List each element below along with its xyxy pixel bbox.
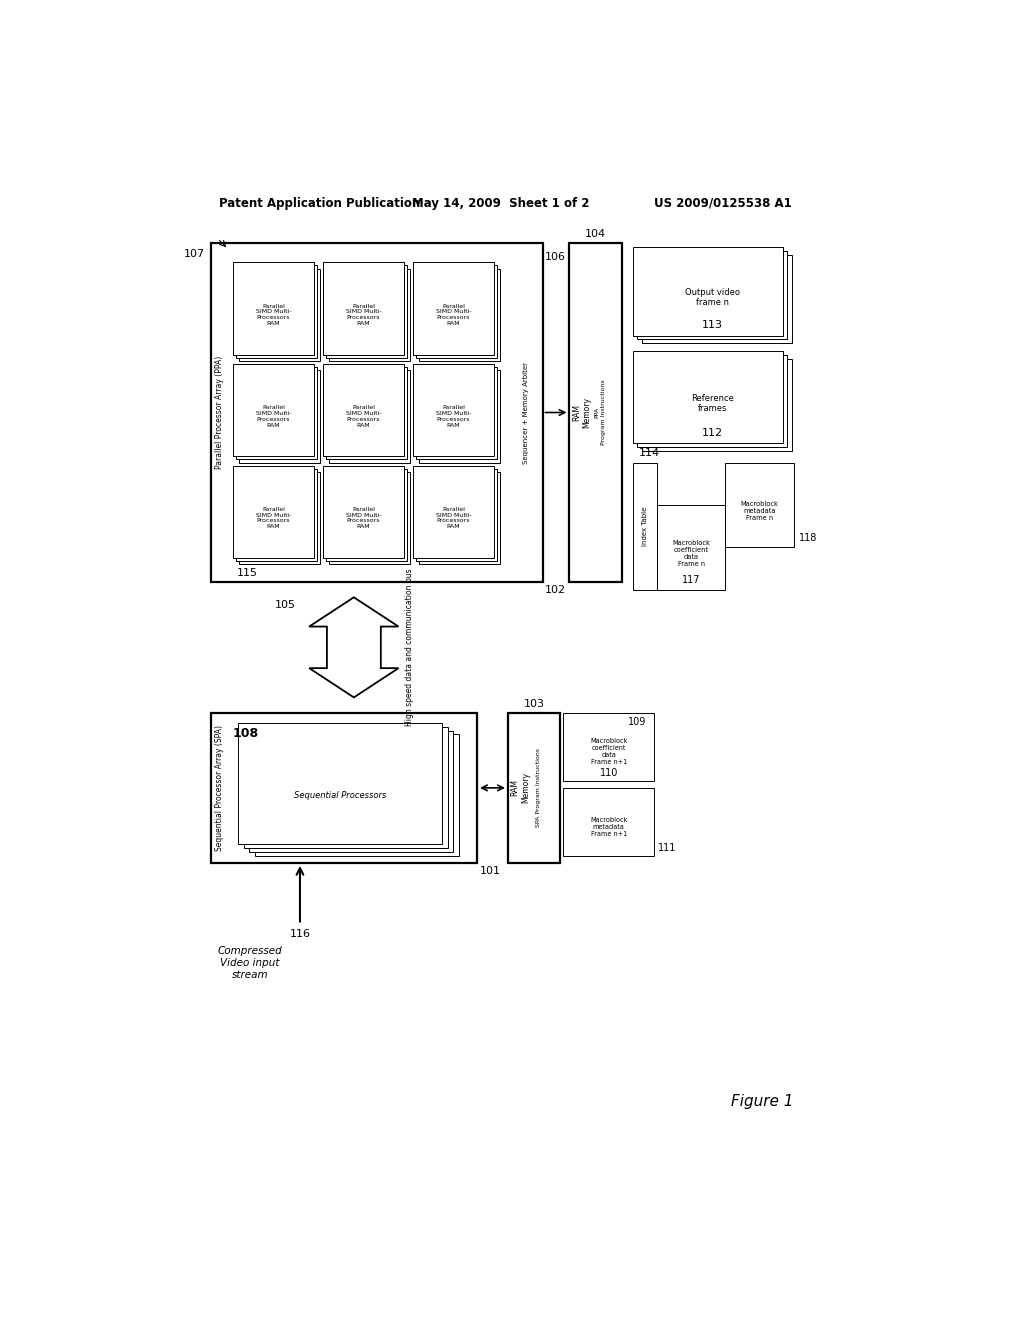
Bar (233, 466, 313, 558)
Text: RAM
Memory: RAM Memory (511, 772, 529, 804)
Bar (419, 268, 500, 360)
Text: 115: 115 (237, 568, 258, 578)
Text: 102: 102 (545, 585, 566, 594)
Text: Parallel Processor Array (PPA): Parallel Processor Array (PPA) (215, 356, 224, 469)
Text: Parallel
SIMD Multi-
Processors
RAM: Parallel SIMD Multi- Processors RAM (256, 405, 291, 428)
Text: Macroblock
coefficient
data
Frame n: Macroblock coefficient data Frame n (672, 540, 710, 566)
Text: 106: 106 (545, 252, 566, 261)
Text: 110: 110 (599, 768, 617, 777)
Text: Figure 1: Figure 1 (731, 1094, 794, 1109)
Text: 105: 105 (274, 601, 295, 610)
Bar (237, 265, 316, 358)
Text: 114: 114 (639, 449, 659, 458)
Bar (416, 367, 497, 459)
Bar (508, 713, 560, 863)
Text: 108: 108 (233, 727, 259, 741)
Text: Reference
frames: Reference frames (691, 393, 734, 413)
Bar (725, 462, 795, 548)
Bar (255, 734, 459, 857)
Polygon shape (309, 598, 398, 697)
Bar (326, 469, 407, 561)
Bar (323, 263, 403, 355)
Bar (330, 370, 410, 462)
Text: Macroblock
metadata
Frame n+1: Macroblock metadata Frame n+1 (590, 817, 628, 837)
Bar (563, 713, 654, 780)
Bar (249, 730, 454, 853)
Text: Parallel
SIMD Multi-
Processors
RAM: Parallel SIMD Multi- Processors RAM (346, 304, 381, 326)
Bar (563, 788, 654, 857)
Bar (642, 255, 792, 343)
Bar (240, 370, 319, 462)
Bar (211, 243, 543, 582)
Bar (330, 471, 410, 564)
Text: US 2009/0125538 A1: US 2009/0125538 A1 (654, 197, 792, 210)
Text: Macroblock
metadata
Frame n: Macroblock metadata Frame n (740, 502, 778, 521)
Text: 111: 111 (658, 843, 677, 853)
Bar (419, 370, 500, 462)
Bar (657, 506, 725, 590)
Text: May 14, 2009  Sheet 1 of 2: May 14, 2009 Sheet 1 of 2 (412, 197, 589, 210)
Text: Parallel
SIMD Multi-
Processors
RAM: Parallel SIMD Multi- Processors RAM (256, 507, 291, 529)
Bar (637, 251, 787, 339)
Text: Parallel
SIMD Multi-
Processors
RAM: Parallel SIMD Multi- Processors RAM (436, 405, 471, 428)
Text: 107: 107 (184, 249, 205, 259)
Bar (323, 466, 403, 558)
Text: Parallel
SIMD Multi-
Processors
RAM: Parallel SIMD Multi- Processors RAM (346, 507, 381, 529)
Text: Sequential Processor Array (SPA): Sequential Processor Array (SPA) (215, 725, 224, 851)
Bar (239, 723, 442, 845)
Bar (633, 247, 782, 335)
Bar (413, 263, 494, 355)
Text: RAM
Memory: RAM Memory (572, 397, 592, 428)
Bar (633, 462, 657, 590)
Bar (237, 469, 316, 561)
Text: 118: 118 (799, 533, 817, 543)
Bar (211, 713, 477, 863)
Text: Sequential Processors: Sequential Processors (294, 791, 387, 800)
Text: 109: 109 (628, 717, 646, 727)
Bar (233, 364, 313, 457)
Text: 103: 103 (523, 698, 545, 709)
Bar (633, 351, 782, 444)
Text: Sequencer + Memory Arbiter: Sequencer + Memory Arbiter (523, 362, 529, 463)
Bar (413, 466, 494, 558)
Bar (413, 364, 494, 457)
Text: Output video
frame n: Output video frame n (685, 288, 739, 308)
Bar (642, 359, 792, 451)
Bar (326, 265, 407, 358)
Bar (416, 265, 497, 358)
Text: 112: 112 (701, 428, 723, 437)
Text: Index Table: Index Table (642, 507, 648, 545)
Bar (330, 268, 410, 360)
Bar (326, 367, 407, 459)
Bar (416, 469, 497, 561)
Bar (233, 263, 313, 355)
Text: SPA Program Instructions: SPA Program Instructions (537, 748, 541, 828)
Text: 113: 113 (701, 319, 723, 330)
Bar (419, 471, 500, 564)
Bar (237, 367, 316, 459)
Bar (244, 726, 447, 849)
Bar (240, 471, 319, 564)
Text: Parallel
SIMD Multi-
Processors
RAM: Parallel SIMD Multi- Processors RAM (436, 304, 471, 326)
Bar (637, 355, 787, 447)
Text: 116: 116 (290, 929, 310, 939)
Bar (240, 268, 319, 360)
Text: 104: 104 (585, 228, 606, 239)
Text: Patent Application Publication: Patent Application Publication (219, 197, 421, 210)
Text: Compressed
Video input
stream: Compressed Video input stream (217, 946, 283, 979)
Text: Parallel
SIMD Multi-
Processors
RAM: Parallel SIMD Multi- Processors RAM (256, 304, 291, 326)
Text: Macroblock
coefficient
data
Frame n+1: Macroblock coefficient data Frame n+1 (590, 738, 628, 764)
Bar (323, 364, 403, 457)
Text: 117: 117 (682, 576, 700, 585)
Text: Parallel
SIMD Multi-
Processors
RAM: Parallel SIMD Multi- Processors RAM (436, 507, 471, 529)
Text: Parallel
SIMD Multi-
Processors
RAM: Parallel SIMD Multi- Processors RAM (346, 405, 381, 428)
Text: 101: 101 (479, 866, 501, 875)
Text: PPA
Program Instructions: PPA Program Instructions (595, 380, 605, 445)
Bar (569, 243, 622, 582)
Text: High speed data and communication bus: High speed data and communication bus (404, 569, 414, 726)
